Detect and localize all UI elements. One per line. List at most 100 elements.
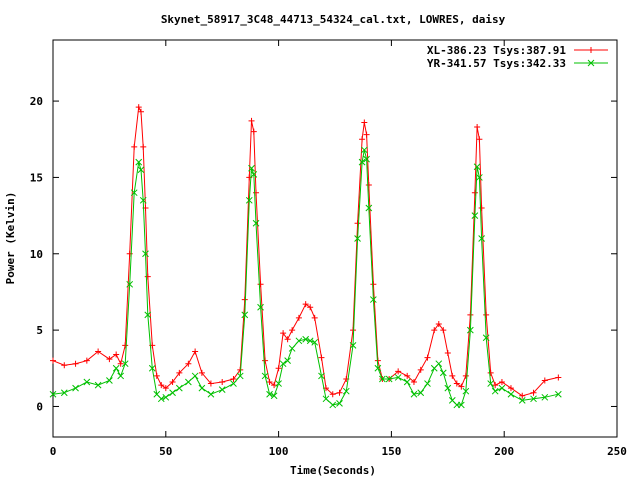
data-point <box>360 146 368 154</box>
data-point <box>363 155 370 163</box>
data-point <box>440 327 447 334</box>
data-point <box>262 357 269 364</box>
legend-label: YR-341.57 Tsys:342.33 <box>427 57 566 70</box>
data-point <box>248 117 255 124</box>
data-point <box>307 304 314 311</box>
data-point <box>435 360 443 368</box>
data-point <box>250 171 258 178</box>
data-point <box>83 357 90 364</box>
data-point <box>439 369 447 377</box>
y-axis: 0 5 10 15 20 <box>30 95 617 413</box>
y-tick-label: 20 <box>30 95 43 108</box>
x-tick-label: 150 <box>381 445 401 458</box>
data-point <box>158 382 165 389</box>
data-point <box>498 384 506 392</box>
data-point <box>280 330 287 337</box>
data-point <box>370 281 377 288</box>
data-point <box>131 143 138 150</box>
data-point <box>139 196 147 204</box>
data-point <box>403 378 411 386</box>
data-point <box>236 372 244 380</box>
data-point <box>365 204 373 212</box>
data-point <box>148 364 156 372</box>
data-point <box>230 380 237 387</box>
data-point <box>507 385 514 392</box>
data-point <box>60 389 68 397</box>
x-axis: 0 50 100 150 200 250 <box>50 40 627 458</box>
data-point <box>230 375 237 382</box>
data-point <box>318 354 325 361</box>
data-point <box>271 382 278 389</box>
series-line <box>52 105 559 397</box>
data-point <box>424 380 431 387</box>
data-point <box>61 362 68 369</box>
data-point <box>117 360 124 367</box>
x-axis-label: Time(Seconds) <box>290 464 376 477</box>
data-point <box>162 385 169 392</box>
data-point <box>385 375 393 383</box>
data-point <box>474 124 481 131</box>
data-point <box>144 311 152 319</box>
data-point <box>295 314 302 321</box>
data-point <box>359 136 366 143</box>
x-tick-label: 200 <box>494 445 514 458</box>
x-tick-label: 50 <box>159 445 172 458</box>
data-point <box>336 400 343 407</box>
data-point <box>284 357 291 365</box>
data-point <box>157 395 165 403</box>
data-point <box>49 390 57 398</box>
data-point <box>449 372 456 379</box>
data-point <box>453 380 460 387</box>
data-point <box>311 314 318 321</box>
data-point <box>153 372 160 379</box>
data-point <box>250 128 257 135</box>
data-point <box>444 350 451 357</box>
data-point <box>113 351 120 358</box>
data-point <box>72 360 79 367</box>
data-point <box>483 311 490 318</box>
data-point <box>329 401 337 409</box>
data-point <box>358 158 366 166</box>
data-point <box>555 374 562 381</box>
data-point <box>94 381 102 389</box>
data-point <box>487 380 495 387</box>
data-point <box>288 345 296 352</box>
data-point <box>169 379 176 386</box>
data-point <box>130 189 138 197</box>
data-point <box>302 301 309 308</box>
data-point <box>492 382 499 389</box>
data-point <box>458 383 465 390</box>
data-point <box>275 365 282 372</box>
legend-marker <box>588 47 594 53</box>
data-point <box>117 372 125 380</box>
data-point <box>487 369 494 376</box>
data-point <box>219 379 226 386</box>
data-point <box>329 391 336 398</box>
data-point <box>467 311 474 318</box>
data-point <box>253 189 260 196</box>
data-point <box>257 303 264 311</box>
data-point <box>554 390 562 398</box>
data-point <box>176 369 183 376</box>
data-point <box>369 296 377 303</box>
data-point <box>140 143 147 150</box>
data-point <box>379 375 386 383</box>
data-point <box>478 204 485 211</box>
data-point <box>394 374 402 381</box>
data-point <box>365 182 372 189</box>
data-point <box>318 372 325 380</box>
data-point <box>252 219 260 227</box>
data-point <box>248 164 255 172</box>
data-point <box>530 395 537 403</box>
data-point <box>122 342 129 349</box>
x-tick-label: 0 <box>50 445 57 458</box>
data-point <box>476 174 483 181</box>
data-point <box>498 379 505 386</box>
data-point <box>322 395 330 403</box>
legend-label: XL-386.23 Tsys:387.91 <box>427 44 566 57</box>
data-point <box>198 369 205 376</box>
data-point <box>137 166 145 174</box>
data-point <box>241 311 249 319</box>
data-point <box>354 220 361 227</box>
